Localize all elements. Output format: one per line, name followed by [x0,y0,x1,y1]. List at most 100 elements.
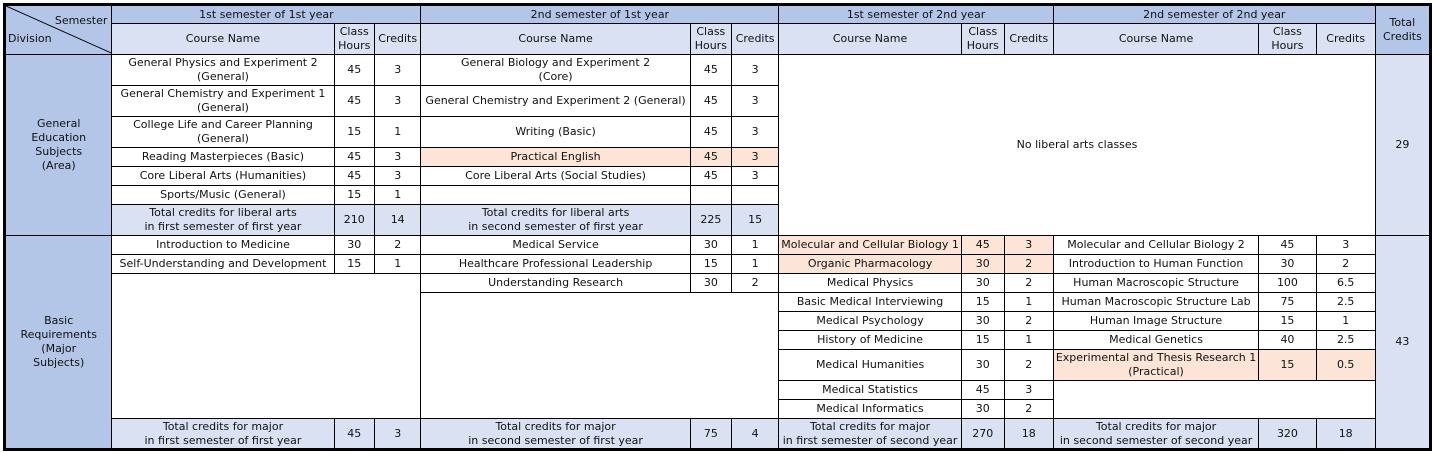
division-general-education: General Education Subjects (Area) [3,54,113,236]
semester-header-2: 2nd semester of 1st year [420,4,780,24]
course-name: Medical Informatics [778,399,962,419]
course-name: General Physics and Experiment 2 (General… [111,54,335,86]
credits: 1 [373,185,422,205]
credits: 3 [730,85,780,117]
course-name: Medical Psychology [778,311,962,331]
subtotal-credits: 14 [373,204,422,236]
subtotal-row-liberal-arts: Total credits for liberal arts in first s… [5,204,1431,236]
credits: 0.5 [1315,349,1376,381]
class-hours: 30 [960,254,1005,274]
course-name: Introduction to Medicine [111,235,335,255]
total-credits-header-line1: Total [1389,16,1416,29]
header-row-columns: Course Name Class Hours Credits Course Na… [5,23,1431,55]
class-hours: 30 [960,399,1005,419]
course-name: Core Liberal Arts (Social Studies) [420,166,691,186]
table-row: Sports/Music (General) 15 1 [5,185,1431,205]
course-name: Self-Understanding and Development [111,254,335,274]
credits: 2.5 [1315,330,1376,350]
credits [730,185,780,205]
subtotal-hours: 210 [333,204,375,236]
col-class-hours: Class Hours [333,23,375,55]
credits: 3 [1003,235,1054,255]
col-credits: Credits [730,23,780,55]
total-credits-major: 43 [1374,235,1432,450]
credits: 1 [1003,330,1054,350]
empty-block [420,292,780,419]
class-hours: 45 [333,54,375,86]
credits: 3 [730,147,780,167]
curriculum-table: Semester Division 1st semester of 1st ye… [3,3,1432,451]
class-hours: 30 [689,235,732,255]
subtotal-hours: 320 [1258,418,1317,450]
subtotal-credits: 18 [1003,418,1054,450]
class-hours: 15 [333,185,375,205]
course-name: General Chemistry and Experiment 2 (Gene… [420,85,691,117]
table-row: Medical Psychology 30 2 Human Image Stru… [5,311,1431,331]
course-name [420,185,691,205]
course-name: College Life and Career Planning (General… [111,116,335,148]
credits: 3 [373,85,422,117]
class-hours: 45 [689,54,732,86]
credits: 3 [1003,380,1054,400]
credits: 2 [730,273,780,293]
course-name: Human Image Structure [1052,311,1260,331]
total-credits-header: Total Credits [1374,4,1432,55]
semester-header-4: 2nd semester of 2nd year [1052,4,1376,24]
credits: 3 [373,147,422,167]
class-hours [689,185,732,205]
subtotal-credits: 18 [1315,418,1376,450]
subtotal-label: Total credits for major in first semester… [111,418,335,450]
class-hours: 15 [960,330,1005,350]
credits: 3 [730,116,780,148]
credits: 1 [373,254,422,274]
course-name: History of Medicine [778,330,962,350]
table-row: College Life and Career Planning (General… [5,116,1431,148]
subtotal-label: Total credits for liberal arts in first s… [111,204,335,236]
course-name: General Chemistry and Experiment 1 (Gener… [111,85,335,117]
course-name: Understanding Research [420,273,691,293]
class-hours: 30 [1258,254,1317,274]
class-hours: 30 [960,311,1005,331]
subtotal-credits: 15 [730,204,780,236]
col-class-hours: Class Hours [689,23,732,55]
credits: 3 [730,166,780,186]
credits: 1 [1315,311,1376,331]
credits: 3 [373,166,422,186]
credits: 3 [730,54,780,86]
table-row: Understanding Research 30 2 Medical Phys… [5,273,1431,419]
course-name-highlighted: Experimental and Thesis Research 1 (Pract… [1052,349,1260,381]
col-course-name: Course Name [111,23,335,55]
subtotal-credits: 3 [373,418,422,450]
credits: 3 [1315,235,1376,255]
class-hours: 45 [1258,235,1317,255]
class-hours: 40 [1258,330,1317,350]
class-hours: 45 [689,116,732,148]
class-hours: 15 [960,292,1005,312]
course-name: Healthcare Professional Leadership [420,254,691,274]
course-name: General Biology and Experiment 2 (Core) [420,54,691,86]
course-name: Human Macroscopic Structure [1052,273,1260,293]
course-name-highlighted: Molecular and Cellular Biology 1 [778,235,962,255]
corner-semester-label: Semester [54,14,108,27]
class-hours: 30 [333,235,375,255]
col-class-hours: Class Hours [1258,23,1317,55]
credits: 1 [1003,292,1054,312]
course-name: Reading Masterpieces (Basic) [111,147,335,167]
course-name: Human Macroscopic Structure Lab [1052,292,1260,312]
credits: 3 [373,54,422,86]
subtotal-row-major: Total credits for major in first semester… [5,418,1431,450]
course-name: Introduction to Human Function [1052,254,1260,274]
col-credits: Credits [1003,23,1054,55]
diagonal-divider-icon [6,6,111,54]
class-hours: 45 [689,147,732,167]
total-credits-general: 29 [1374,54,1432,236]
empty-block [111,273,422,419]
table-row: Reading Masterpieces (Basic) 45 3 Practi… [5,147,1431,167]
semester-header-3: 1st semester of 2nd year [778,4,1054,24]
course-name: Medical Genetics [1052,330,1260,350]
class-hours: 45 [689,85,732,117]
class-hours: 45 [960,380,1005,400]
class-hours: 15 [689,254,732,274]
col-class-hours: Class Hours [960,23,1005,55]
credits: 2 [1003,399,1054,419]
